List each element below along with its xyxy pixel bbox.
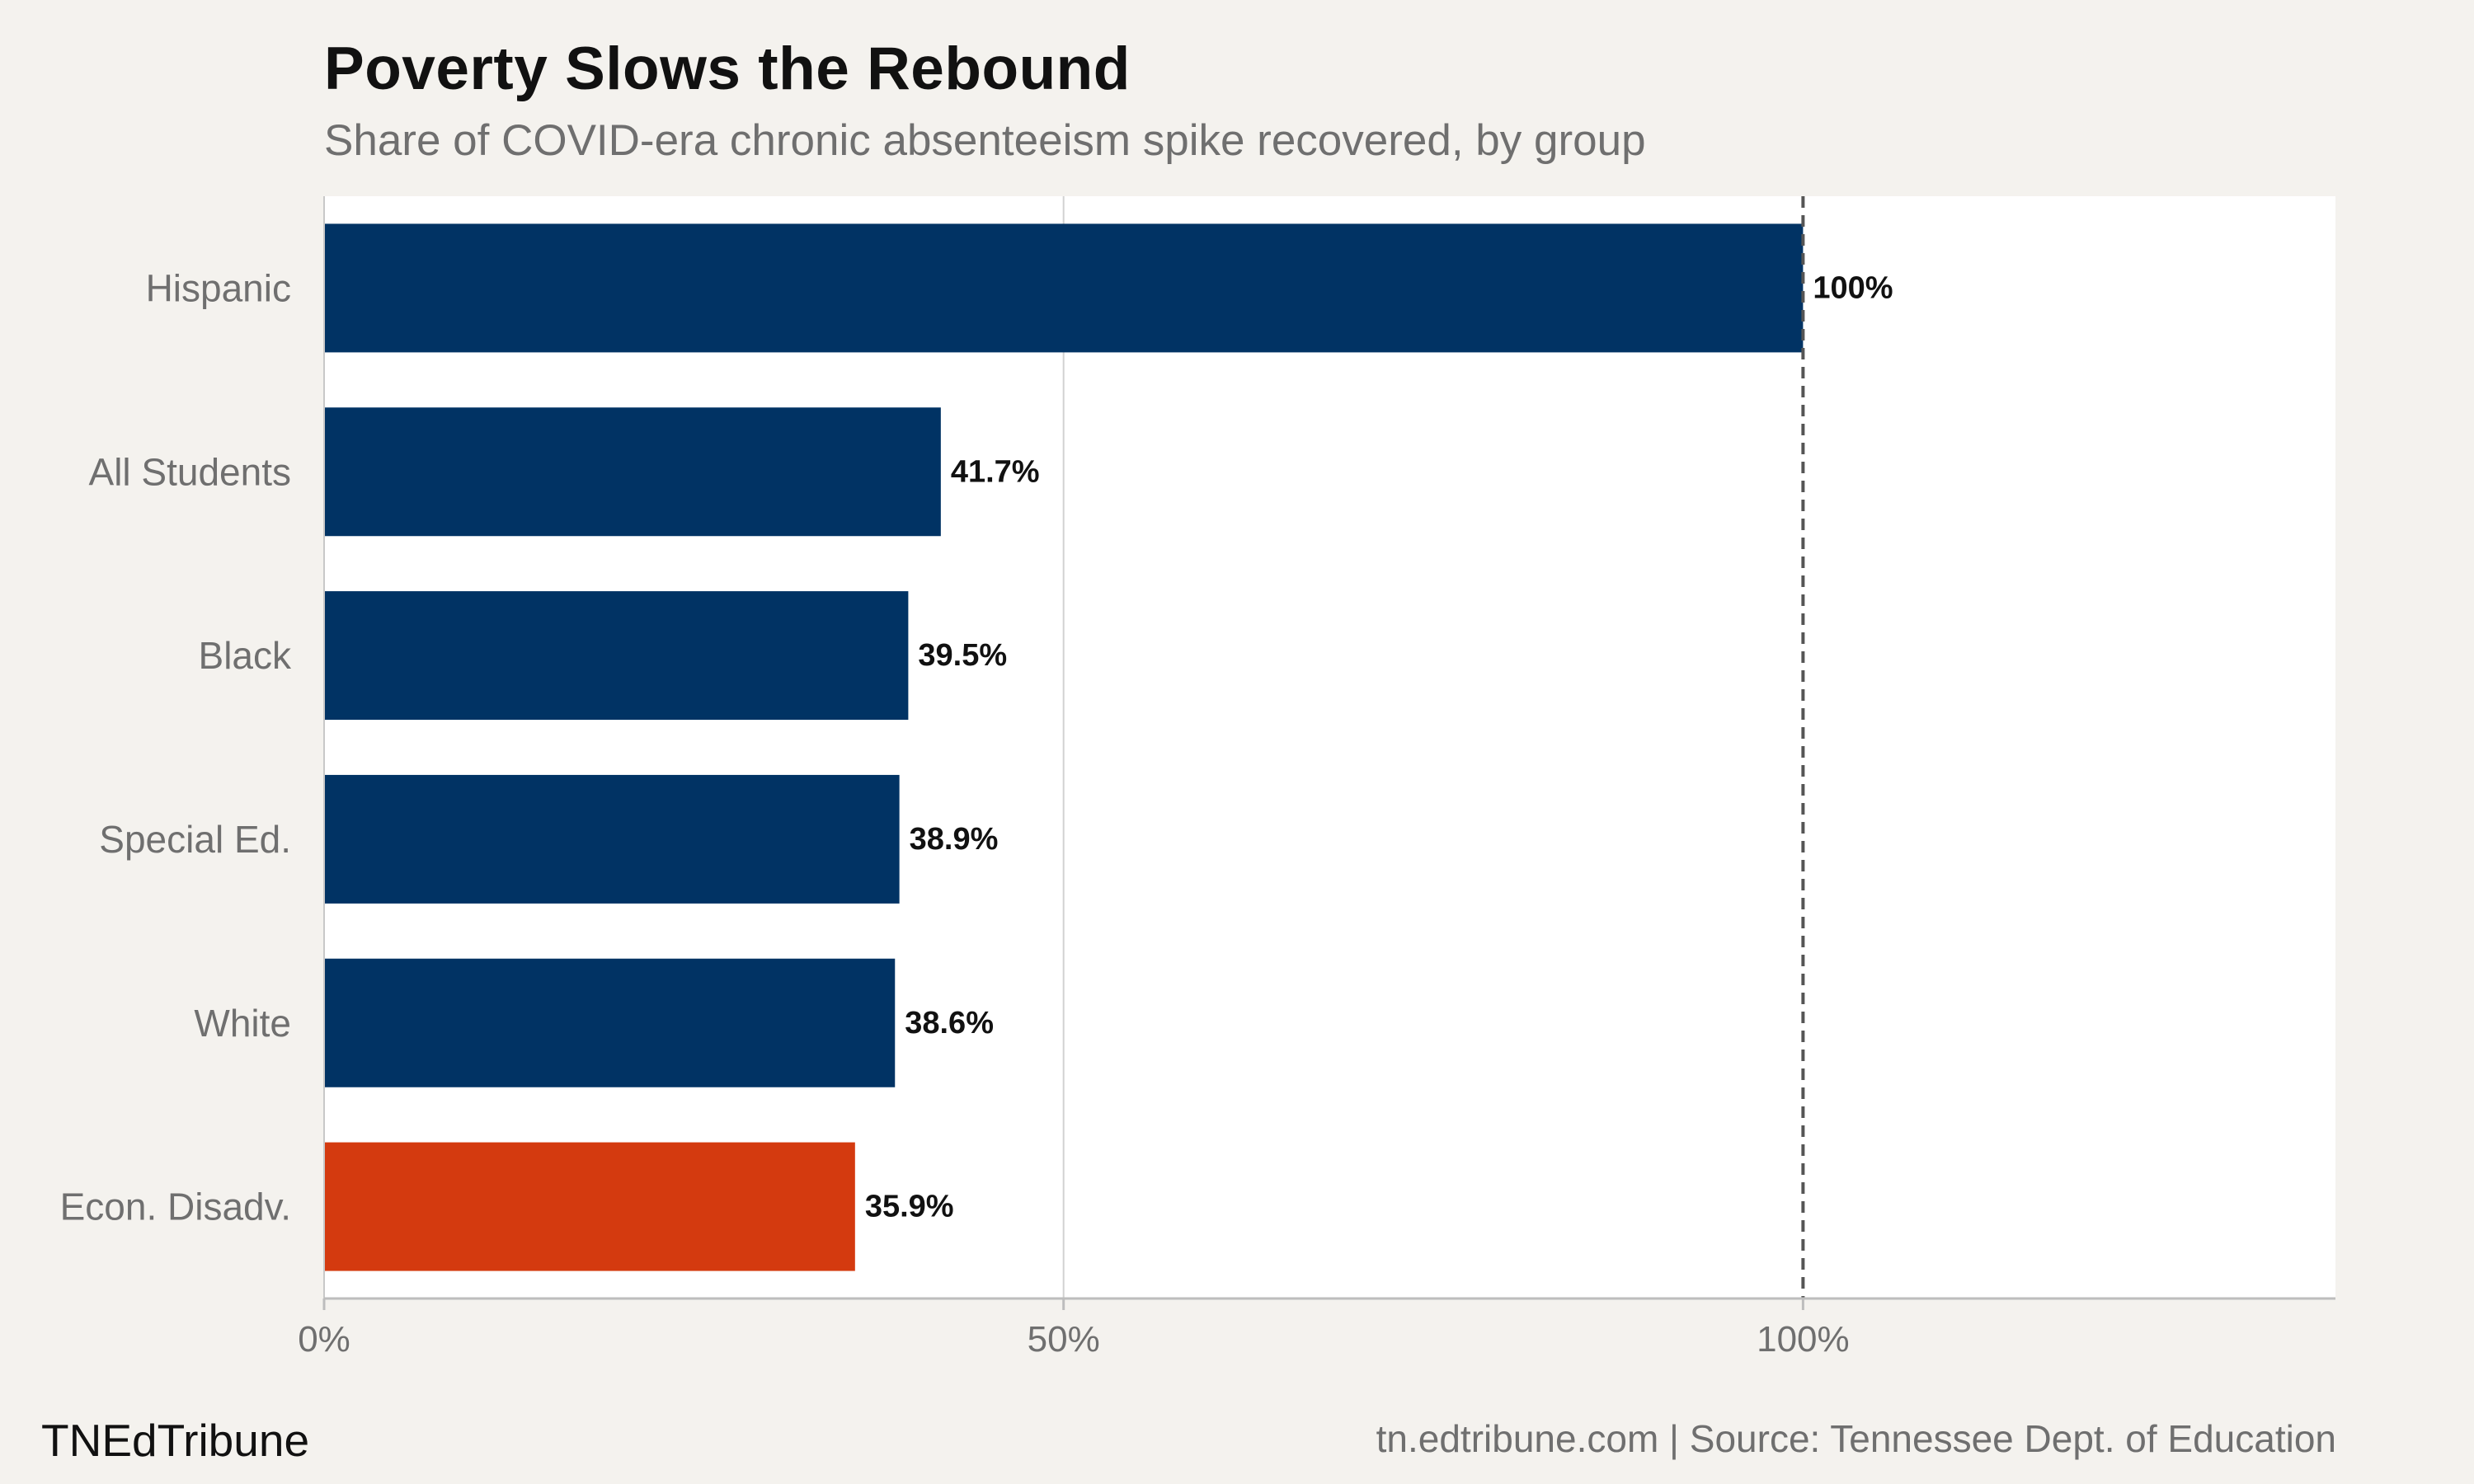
bar (324, 958, 896, 1087)
data-label: 35.9% (865, 1190, 954, 1224)
category-label: Econ. Disadv. (60, 1186, 291, 1228)
data-label: 41.7% (951, 454, 1040, 489)
bar (324, 1142, 855, 1271)
axes (322, 196, 2335, 1310)
bar (324, 591, 909, 721)
data-label: 39.5% (918, 638, 1007, 673)
data-label: 100% (1813, 270, 1893, 305)
bar (324, 407, 941, 537)
chart-subtitle: Share of COVID-era chronic absenteeism s… (324, 116, 1646, 165)
x-tick-label: 100% (1757, 1319, 1850, 1360)
brand-logo-text: TNEdTribune (41, 1415, 310, 1466)
bar (324, 774, 900, 904)
source-note: tn.edtribune.com | Source: Tennessee Dep… (1376, 1417, 2336, 1460)
x-tick-label: 0% (298, 1319, 350, 1360)
data-label: 38.9% (910, 822, 999, 857)
category-label: Hispanic (146, 266, 291, 309)
labels: Hispanic 100% All Students 41.7% Black 39.5% S… (60, 266, 1893, 1360)
chart-title: Poverty Slows the Rebound (324, 35, 1131, 102)
bars (324, 223, 1804, 1271)
bar (324, 223, 1804, 353)
data-label: 38.6% (905, 1006, 994, 1040)
category-label: All Students (89, 450, 291, 493)
category-label: Special Ed. (99, 818, 291, 861)
plot-panel (324, 196, 2335, 1298)
category-label: Black (199, 634, 292, 677)
x-tick-label: 50% (1028, 1319, 1100, 1360)
category-label: White (194, 1002, 291, 1045)
